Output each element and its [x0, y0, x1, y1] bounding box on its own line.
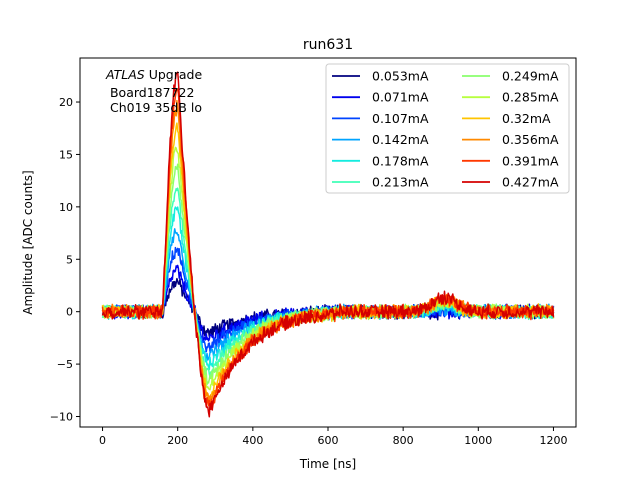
legend-label: 0.071mA [372, 90, 429, 105]
annotation-atlas-text: ATLAS [105, 67, 145, 82]
x-tick-label: 400 [242, 434, 263, 447]
legend-label: 0.32mA [502, 111, 551, 126]
y-tick-label: 10 [59, 201, 73, 214]
x-tick-label: 200 [167, 434, 188, 447]
chart-title: run631 [303, 37, 353, 53]
y-tick-label: 15 [59, 148, 73, 161]
x-tick-label: 0 [99, 434, 106, 447]
legend-box [325, 63, 570, 194]
legend-label: 0.178mA [372, 153, 429, 168]
legend-label: 0.107mA [372, 111, 429, 126]
annotation-line-2: Board187722 [106, 85, 194, 100]
y-tick-label: −5 [57, 358, 73, 371]
legend: 0.053mA 0.071mA 0.107mA 0.142mA 0.178mA 0.213… [325, 63, 570, 194]
legend-label: 0.249mA [502, 69, 559, 84]
legend-label: 0.285mA [502, 90, 559, 105]
y-tick-label: 20 [59, 96, 73, 109]
legend-label: 0.391mA [502, 153, 559, 168]
x-tick-label: 1200 [539, 434, 567, 447]
y-tick-label: −10 [50, 411, 73, 424]
legend-label: 0.142mA [372, 132, 429, 147]
y-axis-label: Amplitude [ADC counts] [21, 170, 35, 314]
x-axis: 0 200 400 600 800 1000 1200 [99, 427, 567, 447]
x-tick-label: 1000 [464, 434, 492, 447]
legend-label: 0.356mA [502, 132, 559, 147]
y-tick-label: 5 [66, 253, 73, 266]
x-axis-label: Time [ns] [299, 457, 356, 471]
legend-label: 0.427mA [502, 175, 559, 190]
annotation-line-3: Ch019 35dB lo [106, 100, 202, 115]
y-axis: −10 −5 0 5 10 15 20 [50, 96, 80, 424]
annotation-line-1: ATLAS Upgrade [105, 67, 202, 82]
series-line-11 [101, 71, 555, 418]
x-tick-label: 600 [318, 434, 339, 447]
annotation-upgrade-text: Upgrade [145, 67, 203, 82]
legend-label: 0.053mA [372, 69, 429, 84]
x-tick-label: 800 [393, 434, 414, 447]
atlas-annotation: ATLAS Upgrade Board187722 Ch019 35dB lo [105, 67, 202, 115]
series-layer [101, 71, 555, 418]
legend-label: 0.213mA [372, 175, 429, 190]
y-tick-label: 0 [66, 306, 73, 319]
